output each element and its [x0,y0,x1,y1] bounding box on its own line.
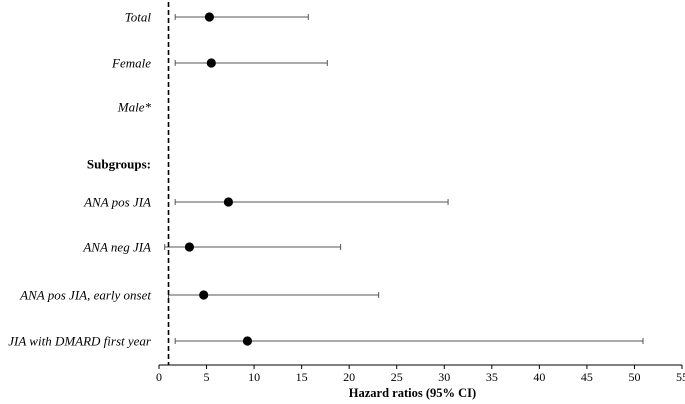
x-tick-label: 55 [676,370,685,384]
rows-layer: Total Female Male* Subgroups: ANA pos JIA ANA… [8,10,644,349]
x-axis-title: Hazard ratios (95% CI) [349,386,476,400]
row-label: ANA neg JIA [82,240,151,255]
x-tick-label: 35 [486,370,498,384]
row-label: Total [125,10,152,25]
row-label: JIA with DMARD first year [8,334,152,349]
x-tick-label: 5 [204,370,210,384]
x-axis: 0 5 10 15 20 25 30 35 40 45 50 55 [156,364,685,384]
estimate-point [184,242,195,252]
row-label: ANA pos JIA [83,195,151,210]
x-tick-label: 20 [343,370,355,384]
x-tick-label: 45 [581,370,593,384]
x-tick-label: 0 [156,370,162,384]
row-label: Female [111,56,151,71]
row-label: Male* [117,100,152,115]
x-tick-label: 30 [438,370,450,384]
estimate-point [223,197,234,207]
x-tick-label: 10 [248,370,260,384]
x-tick-label: 15 [296,370,308,384]
estimate-point [204,12,214,22]
row-label: Subgroups: [87,157,151,172]
x-tick-label: 25 [391,370,403,384]
x-tick-label: 40 [533,370,545,384]
row-label: ANA pos JIA, early onset [19,288,151,303]
estimate-point [199,290,209,300]
estimate-point [242,336,253,346]
x-tick-label: 50 [628,370,640,384]
estimate-point [206,58,216,68]
